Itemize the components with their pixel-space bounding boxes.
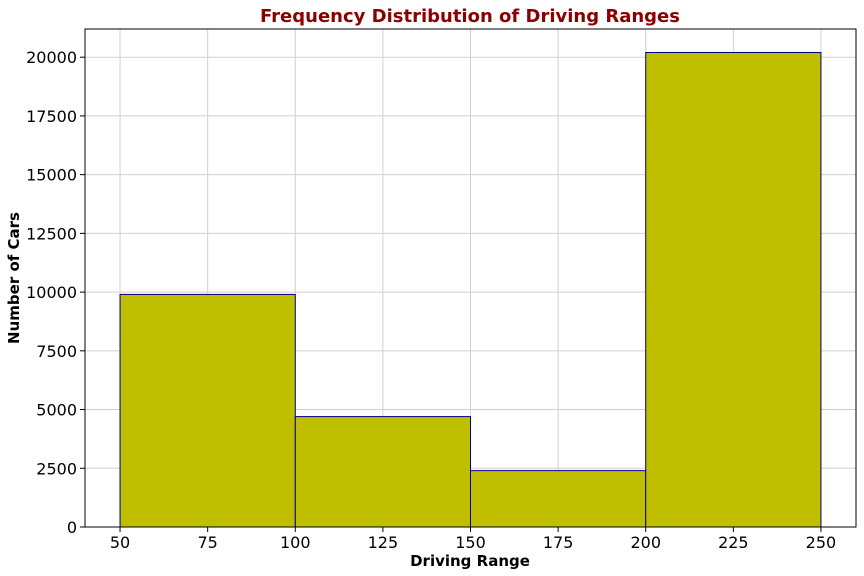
histogram-bar — [645, 51, 822, 528]
x-tick-label: 175 — [543, 533, 574, 552]
x-tick-label: 225 — [718, 533, 749, 552]
chart-title: Frequency Distribution of Driving Ranges — [260, 6, 680, 27]
y-tick-label: 12500 — [26, 224, 77, 243]
x-tick-label: 75 — [197, 533, 217, 552]
y-axis-label: Number of Cars — [5, 212, 23, 344]
x-axis-ticks: 50 75 100 125 150 175 200 225 250 — [110, 527, 836, 552]
y-tick-label: 17500 — [26, 107, 77, 126]
y-tick-label: 15000 — [26, 166, 77, 185]
x-tick-label: 200 — [630, 533, 661, 552]
histogram-bar — [470, 470, 647, 528]
histogram-bar — [294, 416, 472, 528]
y-tick-label: 20000 — [26, 48, 77, 67]
bars — [119, 51, 822, 528]
y-tick-label: 5000 — [36, 401, 77, 420]
x-tick-label: 100 — [280, 533, 311, 552]
x-tick-label: 50 — [110, 533, 130, 552]
x-tick-label: 125 — [368, 533, 399, 552]
x-axis-label: Driving Range — [410, 552, 530, 570]
x-tick-label: 250 — [806, 533, 837, 552]
y-tick-label: 7500 — [36, 342, 77, 361]
y-tick-label: 2500 — [36, 459, 77, 478]
y-axis-ticks: 0 2500 5000 7500 10000 12500 15000 17500 20000 — [26, 48, 85, 537]
y-tick-label: 0 — [67, 518, 77, 537]
y-tick-label: 10000 — [26, 283, 77, 302]
histogram-bar — [119, 293, 296, 528]
x-tick-label: 150 — [455, 533, 486, 552]
